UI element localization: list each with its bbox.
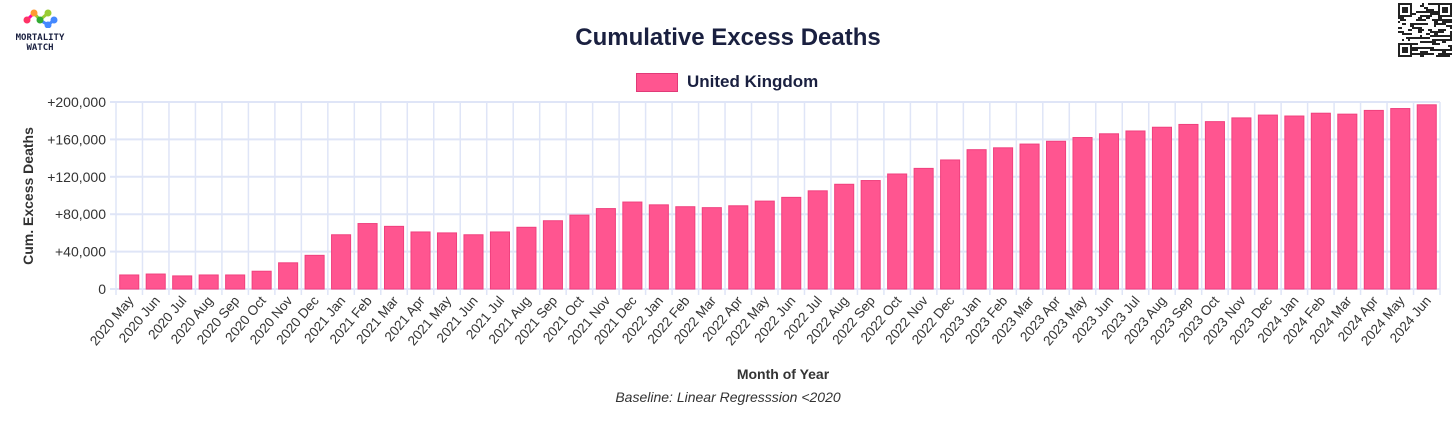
bar (145, 273, 166, 290)
bar (966, 149, 987, 290)
bar (1231, 117, 1252, 290)
legend-item[interactable]: United Kingdom (636, 72, 818, 92)
bar (225, 274, 246, 290)
bar (913, 167, 934, 290)
bar (701, 207, 722, 290)
bar (622, 201, 643, 290)
chart-subtitle: Baseline: Linear Regresssion <2020 (615, 389, 841, 405)
bar (754, 200, 775, 290)
bar (834, 183, 855, 290)
bar (860, 180, 881, 290)
chart-title: Cumulative Excess Deaths (575, 24, 881, 51)
mortality-watch-logo: MORTALITY WATCH (8, 8, 72, 53)
bar (304, 254, 325, 290)
y-tick-label: +40,000 (55, 244, 106, 260)
bar (993, 147, 1014, 290)
bar (278, 262, 299, 290)
y-tick-label: 0 (98, 281, 106, 297)
qr-code[interactable] (1398, 3, 1452, 57)
bar (1390, 108, 1411, 290)
bar (569, 214, 590, 290)
y-tick-label: +80,000 (55, 206, 106, 222)
logo-icon (23, 9, 58, 29)
bar (1178, 123, 1199, 290)
y-tick-label: +160,000 (47, 131, 106, 147)
x-axis-label: Month of Year (736, 366, 830, 382)
bar (1310, 112, 1331, 290)
legend-swatch (636, 72, 678, 92)
bar (516, 226, 537, 290)
bar (331, 234, 352, 290)
bar (489, 231, 510, 290)
bar (940, 159, 961, 290)
bar (781, 196, 802, 290)
bar (172, 275, 193, 290)
bar (595, 208, 616, 290)
bar (384, 225, 405, 290)
bar (1125, 130, 1146, 290)
y-tick-label: +200,000 (47, 94, 106, 110)
bar (119, 274, 140, 290)
logo-text-line1: MORTALITY (15, 33, 65, 43)
bar (1284, 115, 1305, 290)
bar (463, 234, 484, 290)
bar (1072, 137, 1093, 290)
bar (542, 220, 563, 290)
bar (1019, 143, 1040, 290)
bar (675, 206, 696, 290)
bar (357, 223, 378, 290)
bar (1257, 114, 1278, 290)
bar (1098, 133, 1120, 290)
bar (648, 204, 669, 290)
bar (1337, 113, 1358, 290)
bar (1046, 140, 1067, 290)
bar (1416, 104, 1437, 290)
bar (1204, 121, 1225, 290)
bar (728, 205, 749, 290)
legend-label: United Kingdom (687, 72, 819, 91)
bar (410, 231, 431, 290)
bar (198, 274, 219, 290)
bar (1151, 126, 1172, 290)
bar (887, 173, 908, 290)
bar (807, 190, 828, 290)
logo-text-line2: WATCH (26, 43, 54, 53)
bar (251, 270, 272, 290)
y-tick-label: +120,000 (47, 169, 106, 185)
bar (436, 232, 458, 290)
bar (1363, 109, 1384, 290)
